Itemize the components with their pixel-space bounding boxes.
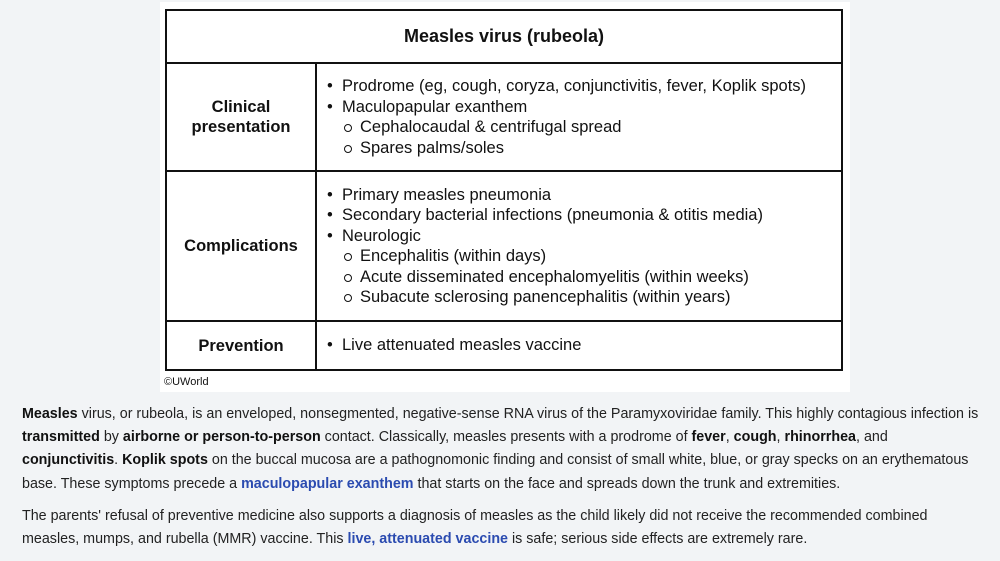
row-content: Prodrome (eg, cough, coryza, conjunctivi… [315,62,843,172]
list-item-text: Neurologic [342,226,421,245]
live-attenuated-vaccine-link[interactable]: live, attenuated vaccine [347,531,509,548]
list-item-text: Live attenuated measles vaccine [342,336,582,355]
list-item: Maculopapular exanthem Cephalocaudal & c… [327,97,833,159]
list-item-text: Secondary bacterial infections (pneumoni… [342,206,763,224]
text-span: that starts on the face and spreads down… [413,475,841,492]
list-item: Live attenuated measles vaccine [327,335,833,356]
table-title: Measles virus (rubeola) [165,9,843,64]
table-row-clinical-presentation: Clinical presentation Prodrome (eg, coug… [165,62,843,172]
bold-term: Koplik spots [122,452,208,469]
bold-term: airborne or person-to-person [122,429,321,446]
table-row-prevention: Prevention Live attenuated measles vacci… [165,320,843,371]
row-label: Clinical presentation [165,62,317,172]
copyright-notice: ©UWorld [164,376,209,388]
list-item: Secondary bacterial infections (pneumoni… [327,205,833,226]
bold-term: Measles [22,406,78,422]
bold-term: cough [733,429,777,446]
text-span: , [776,429,785,446]
measles-summary-table: Measles virus (rubeola) Clinical present… [165,9,843,371]
explanation-paragraph-2: The parents' refusal of preventive medic… [22,505,982,551]
explanation-paragraph-1: Measles virus, or rubeola, is an envelop… [22,403,982,496]
list-item: Primary measles pneumonia [327,185,833,206]
sub-list-item: Cephalocaudal & centrifugal spread [342,117,833,138]
sub-list-item: Spares palms/soles [342,138,833,159]
bold-term: conjunctivitis [22,452,115,469]
sub-list-item: Acute disseminated encephalomyelitis (wi… [342,267,833,288]
sub-list-item: Encephalitis (within days) [342,246,833,267]
bold-term: rhinorrhea [784,429,857,446]
text-span: . [114,452,123,469]
sub-list-item: Subacute sclerosing panencephalitis (wit… [342,287,833,308]
text-span: contact. Classically, measles presents w… [320,429,692,446]
list-item: Neurologic Encephalitis (within days) Ac… [327,226,833,308]
list-item-text: Maculopapular exanthem [342,97,528,116]
row-label: Complications [165,170,317,322]
list-item-text: Primary measles pneumonia [342,185,552,204]
text-span: , [725,429,734,446]
text-span: virus, or rubeola, is an enveloped, nons… [77,406,979,422]
bold-term: transmitted [22,429,100,446]
row-label: Prevention [165,320,317,371]
table-row-complications: Complications Primary measles pneumonia … [165,170,843,322]
bold-term: fever [691,429,726,446]
text-span: on the buccal mucosa are a pathognomonic… [22,452,969,492]
row-content: Primary measles pneumonia Secondary bact… [315,170,843,322]
text-span: The parents' refusal of preventive medic… [22,507,928,548]
explanation-text: Measles virus, or rubeola, is an envelop… [22,403,982,560]
maculopapular-exanthem-link[interactable]: maculopapular exanthem [241,475,414,492]
list-item: Prodrome (eg, cough, coryza, conjunctivi… [327,76,833,97]
list-item-text: Prodrome (eg, cough, coryza, conjunctivi… [342,77,807,95]
text-span: is safe; serious side effects are extrem… [508,531,808,548]
text-span: by [99,429,123,446]
row-content: Live attenuated measles vaccine [315,320,843,371]
text-span: , and [856,429,888,446]
